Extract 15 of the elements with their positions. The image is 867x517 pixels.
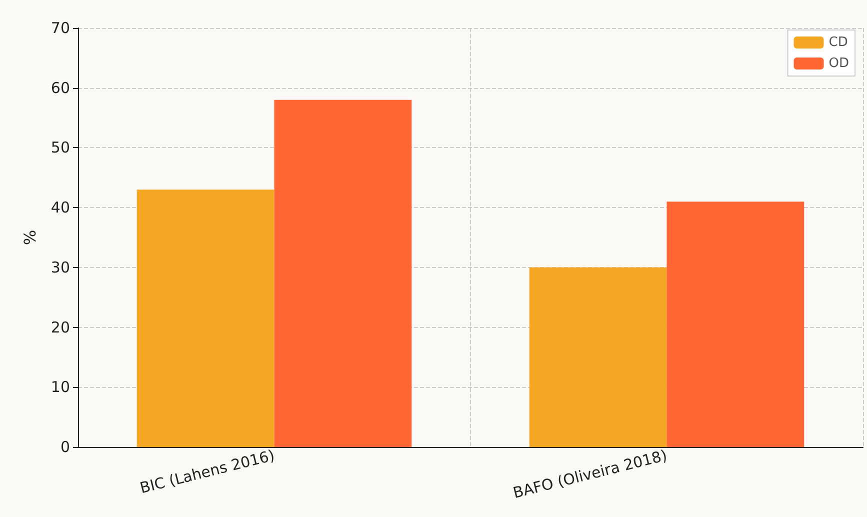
y-tick-label: 70 — [50, 19, 70, 37]
y-tick-label: 40 — [50, 198, 70, 217]
y-tick-label: 50 — [50, 138, 70, 157]
legend-label: CD — [828, 35, 848, 50]
y-tick-label: 20 — [50, 318, 70, 336]
bar — [274, 100, 412, 447]
y-tick-label: 30 — [50, 258, 70, 276]
y-axis-title: % — [20, 230, 40, 246]
x-tick-label: BIC (Lahens 2016) — [138, 446, 276, 498]
y-tick-label: 60 — [50, 78, 70, 97]
legend-label: OD — [828, 56, 850, 71]
x-tick-label: BAFO (Oliveira 2018) — [511, 446, 669, 502]
y-tick-label: 0 — [60, 438, 70, 456]
bar — [666, 202, 804, 447]
y-tick-label: 10 — [50, 378, 70, 396]
